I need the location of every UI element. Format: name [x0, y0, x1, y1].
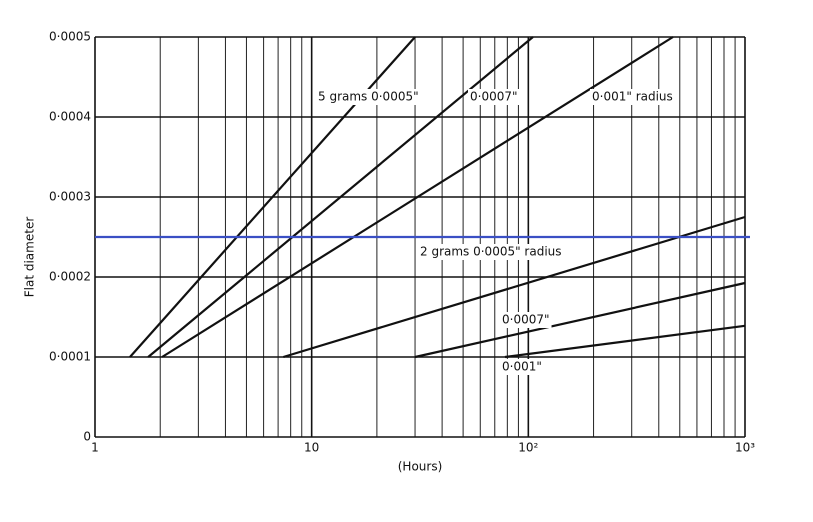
series-label-bg [500, 312, 552, 328]
series-label: 0·001" radius [592, 90, 673, 104]
x-axis-label: (Hours) [398, 460, 443, 474]
series-label: 0·0007" [470, 90, 518, 104]
series-label-bg [468, 89, 520, 105]
series-label: 0·0007" [502, 313, 550, 327]
series-label-bg [500, 359, 544, 375]
y-tick-label: 0·0002 [49, 270, 91, 284]
y-tick-label: 0 [83, 430, 91, 444]
x-tick-label: 10 [304, 441, 319, 455]
y-tick-label: 0·0005 [49, 30, 91, 44]
series-label-bg [316, 89, 421, 105]
y-tick-label: 0·0003 [49, 190, 91, 204]
series-line [283, 215, 746, 359]
series-line [161, 36, 674, 358]
x-tick-label: 10² [518, 441, 538, 455]
series-label: 5 grams 0·0005" [318, 90, 419, 104]
series-label: 2 grams 0·0005" radius [420, 245, 562, 259]
y-tick-label: 0·0001 [49, 350, 91, 364]
x-tick-label: 10³ [735, 441, 755, 455]
series-label: 0·001" [502, 360, 542, 374]
series-line [504, 324, 746, 359]
x-tick-label: 1 [91, 441, 99, 455]
y-tick-label: 0·0004 [49, 110, 91, 124]
y-axis-label: Flat diameter [23, 217, 37, 298]
series-label-bg [590, 89, 675, 105]
series-line [414, 281, 746, 359]
series-label-bg [418, 244, 564, 260]
